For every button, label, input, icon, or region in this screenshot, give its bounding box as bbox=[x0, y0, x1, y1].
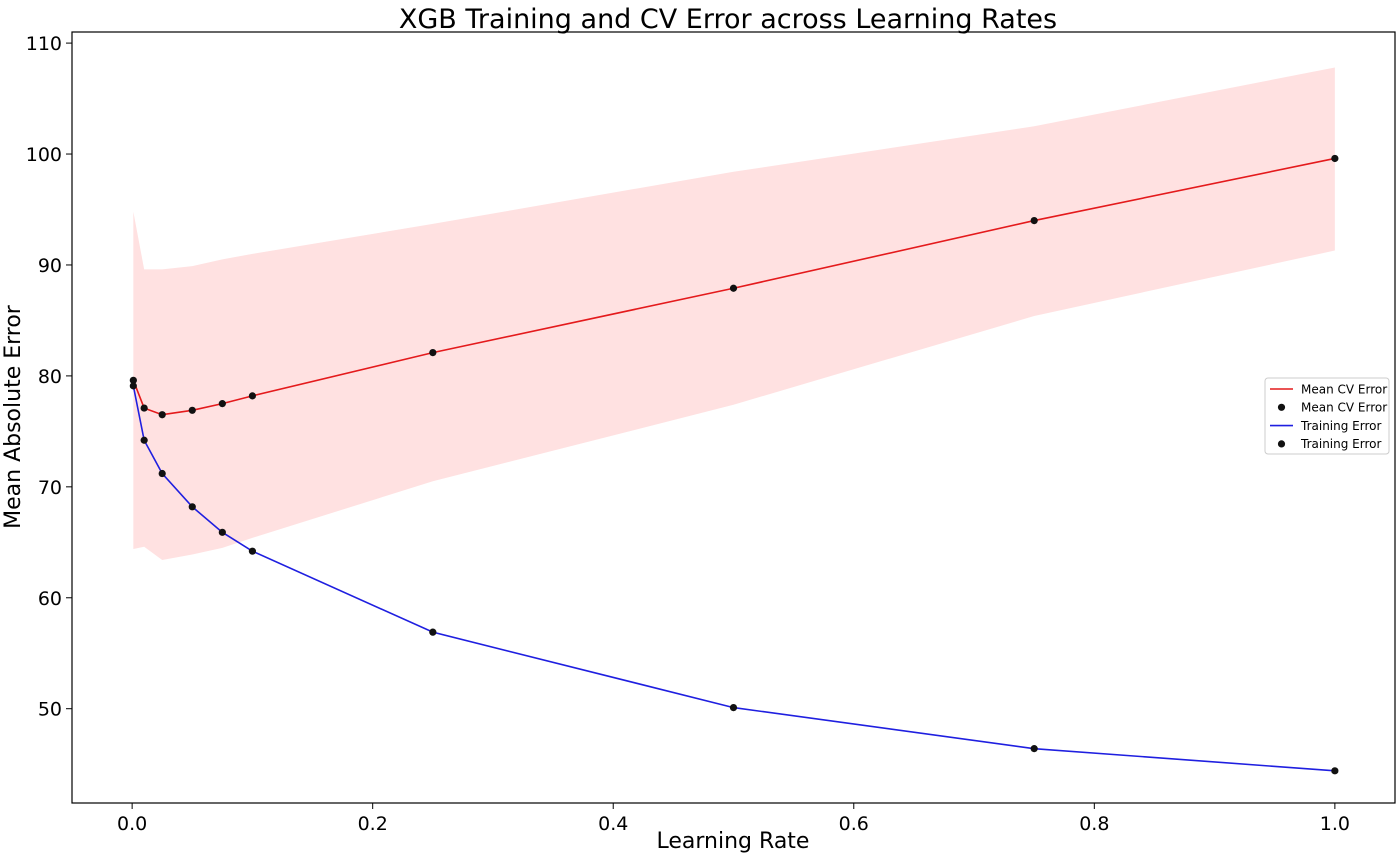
y-tick-label: 110 bbox=[26, 33, 62, 55]
mean-cv-error-point bbox=[129, 376, 137, 384]
x-axis-label: Learning Rate bbox=[657, 829, 810, 854]
legend-label: Training Error bbox=[1300, 419, 1381, 433]
legend-marker-swatch bbox=[1277, 403, 1286, 411]
x-axis-ticks: 0.0 0.2 0.4 0.6 0.8 1.0 bbox=[117, 803, 1350, 835]
y-tick-label: 60 bbox=[38, 588, 62, 610]
x-tick-label: 0.0 bbox=[117, 813, 147, 835]
training-error-point bbox=[1030, 745, 1038, 753]
training-error-point bbox=[188, 503, 196, 511]
training-error-point bbox=[129, 382, 137, 390]
marker-layer bbox=[129, 154, 1339, 775]
x-tick-label: 0.4 bbox=[598, 813, 628, 835]
error-band-layer bbox=[133, 67, 1335, 561]
series-line-layer bbox=[132, 157, 1336, 772]
axes-frame bbox=[71, 31, 1396, 804]
y-tick-label: 50 bbox=[38, 699, 62, 721]
x-tick-label: 0.6 bbox=[839, 813, 869, 835]
mean-cv-error-band bbox=[133, 67, 1335, 561]
mean-cv-error-line bbox=[132, 157, 1336, 416]
chart-title: XGB Training and CV Error across Learnin… bbox=[399, 4, 1057, 35]
training-error-point bbox=[158, 469, 166, 478]
mean-cv-error-point bbox=[158, 411, 166, 419]
legend-label: Mean CV Error bbox=[1301, 382, 1387, 396]
x-tick-label: 0.8 bbox=[1079, 813, 1109, 835]
legend: Mean CV Error Mean CV Error Training Error… bbox=[1264, 377, 1390, 455]
mean-cv-error-point bbox=[188, 406, 196, 414]
y-tick-label: 70 bbox=[38, 477, 62, 499]
training-error-point bbox=[429, 628, 437, 636]
mean-cv-error-point bbox=[218, 400, 226, 408]
mean-cv-error-point bbox=[1331, 154, 1339, 163]
mean-cv-error-point bbox=[729, 284, 738, 292]
x-tick-label: 0.2 bbox=[358, 813, 388, 835]
legend-marker-swatch bbox=[1277, 440, 1286, 448]
mean-cv-error-point bbox=[429, 349, 437, 357]
y-tick-label: 90 bbox=[38, 255, 62, 277]
training-error-line bbox=[132, 385, 1335, 772]
legend-label: Mean CV Error bbox=[1301, 401, 1387, 415]
legend-box bbox=[1264, 377, 1390, 455]
training-error-point bbox=[248, 547, 257, 555]
y-axis-ticks: 50 60 70 80 90 100 110 bbox=[26, 33, 72, 721]
y-tick-label: 80 bbox=[38, 366, 62, 388]
y-tick-label: 100 bbox=[26, 144, 62, 166]
legend-label: Training Error bbox=[1300, 437, 1381, 451]
training-error-point bbox=[729, 703, 738, 712]
training-error-point bbox=[1331, 767, 1339, 775]
mean-cv-error-point bbox=[140, 404, 148, 412]
mean-cv-error-point bbox=[248, 392, 257, 400]
mean-cv-error-point bbox=[1030, 216, 1038, 225]
y-axis-label: Mean Absolute Error bbox=[1, 304, 26, 529]
training-error-point bbox=[140, 436, 148, 444]
x-tick-label: 1.0 bbox=[1320, 813, 1350, 835]
training-error-point bbox=[218, 528, 226, 536]
